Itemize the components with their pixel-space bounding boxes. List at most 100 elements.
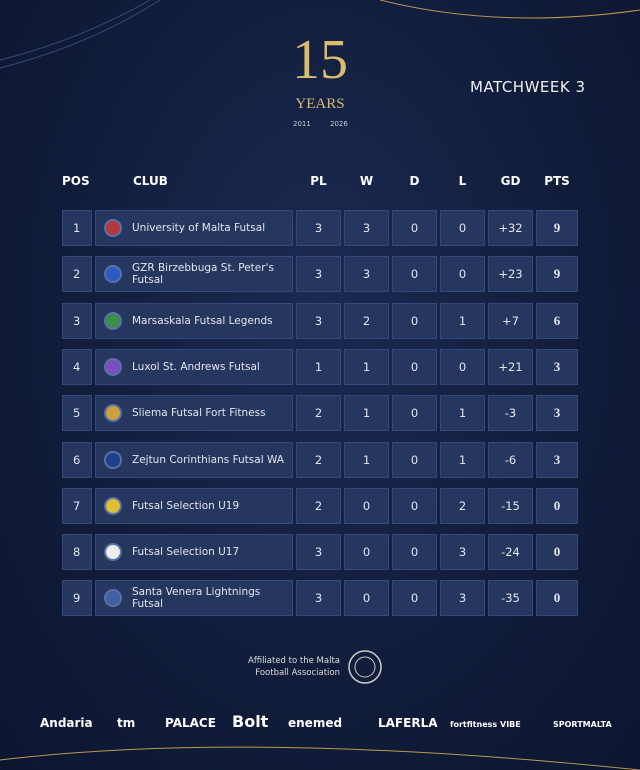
stat-cell: 0 [344,534,389,571]
logo-start: 2011 [293,120,311,128]
matchweek: MATCHWEEK 3 [470,78,586,96]
stat-cell: 0 [392,256,437,293]
club-name: Futsal Selection U19 [132,499,240,512]
stat-cell: 1 [296,348,341,385]
stat-cell: 2 [296,395,341,432]
stat-cell: 0 [392,302,437,339]
stat-cell: 3 [296,534,341,571]
position-cell: 3 [62,302,92,339]
stat-cell: 0 [344,487,389,524]
affiliation-line: Football Association [255,668,340,678]
stat-cell: 2 [440,487,485,524]
club-crest [104,450,122,469]
stat-cell: +23 [488,256,533,293]
stat-cell: 3 [296,256,341,293]
stat-cell: -6 [488,441,533,478]
stat-cell: 0 [536,487,578,524]
column-header: D [409,174,420,188]
club-name: Zejtun Corinthians Futsal WA [132,453,284,466]
stat-cell: 3 [536,395,578,432]
club-cell: Santa Venera Lightnings Futsal [95,580,293,617]
club-cell: Futsal Selection U19 [95,487,293,524]
sponsor-logo: Andaria [40,716,93,730]
stat-cell: 0 [392,441,437,478]
stat-cell: 0 [392,487,437,524]
stat-cell: -3 [488,395,533,432]
club-name: University of Malta Futsal [132,222,266,234]
logo-number: 15 [292,29,348,91]
stat-cell: 0 [392,534,437,571]
stat-cell: 3 [296,580,341,617]
stat-cell: 0 [440,256,485,293]
club-crest [104,311,122,330]
club-crest [104,404,122,423]
stat-cell: 0 [392,580,437,617]
column-header: POS [62,174,90,188]
stat-cell: 9 [536,256,578,293]
club-crest [104,357,122,376]
column-header: GD [500,174,521,188]
stat-cell: 1 [440,302,485,339]
stat-cell: 3 [536,441,578,478]
sponsor-logo: SPORTMALTA [553,720,612,729]
stat-cell: 0 [440,348,485,385]
sponsor-logo: tm [117,716,136,730]
stat-cell: 2 [296,441,341,478]
club-cell: Marsaskala Futsal Legends [95,302,293,339]
club-cell: Luxol St. Andrews Futsal [95,348,293,385]
position-cell: 6 [62,441,92,478]
stat-cell: -35 [488,580,533,617]
stat-cell: +21 [488,348,533,385]
stat-cell: 9 [536,210,578,246]
column-header: L [458,174,467,188]
club-name: Luxol St. Andrews Futsal [132,360,260,373]
column-header: PTS [544,174,570,188]
club-crest [104,496,122,515]
club-cell: University of Malta Futsal [95,210,293,246]
stat-cell: 0 [392,210,437,246]
stat-cell: 3 [536,348,578,385]
stat-cell: 2 [344,302,389,339]
stat-cell: 1 [440,395,485,432]
column-header: W [359,174,374,188]
sponsor-logo: PALACE [165,716,216,730]
stat-cell: 0 [536,534,578,571]
stat-cell: -15 [488,487,533,524]
stat-cell: 2 [296,487,341,524]
stat-cell: 1 [344,395,389,432]
club-name: Marsaskala Futsal Legends [132,314,273,327]
stat-cell: 1 [344,441,389,478]
club-crest [104,265,122,284]
sponsor-logo: Bolt [232,712,269,731]
stat-cell: 0 [392,348,437,385]
stat-cell: 0 [536,580,578,617]
club-cell: Zejtun Corinthians Futsal WA [95,441,293,478]
stat-cell: 0 [440,210,485,246]
position-cell: 2 [62,256,92,293]
affiliation: Affiliated to the Malta Football Associa… [236,655,340,679]
logo-word: YEARS [295,96,345,112]
club-name: Sliema Futsal Fort Fitness [132,407,266,420]
column-header: CLUB [133,174,168,188]
logo-end: 2026 [330,120,348,128]
stat-cell: 3 [296,210,341,246]
stat-cell: 3 [344,256,389,293]
club-cell: Futsal Selection U17 [95,534,293,571]
position-cell: 8 [62,534,92,571]
club-cell: Sliema Futsal Fort Fitness [95,395,293,432]
stat-cell: 0 [344,580,389,617]
stat-cell: +7 [488,302,533,339]
sponsor-logo: VIBE [500,720,521,729]
position-cell: 5 [62,395,92,432]
position-cell: 9 [62,580,92,617]
stat-cell: 3 [440,580,485,617]
affiliation-line: Affiliated to the Malta [248,656,340,666]
stat-cell: +32 [488,210,533,246]
sponsor-logo: LAFERLA [378,716,438,730]
position-cell: 1 [62,210,92,246]
club-crest [104,219,122,237]
club-name: Futsal Selection U17 [132,546,240,559]
stat-cell: 3 [344,210,389,246]
